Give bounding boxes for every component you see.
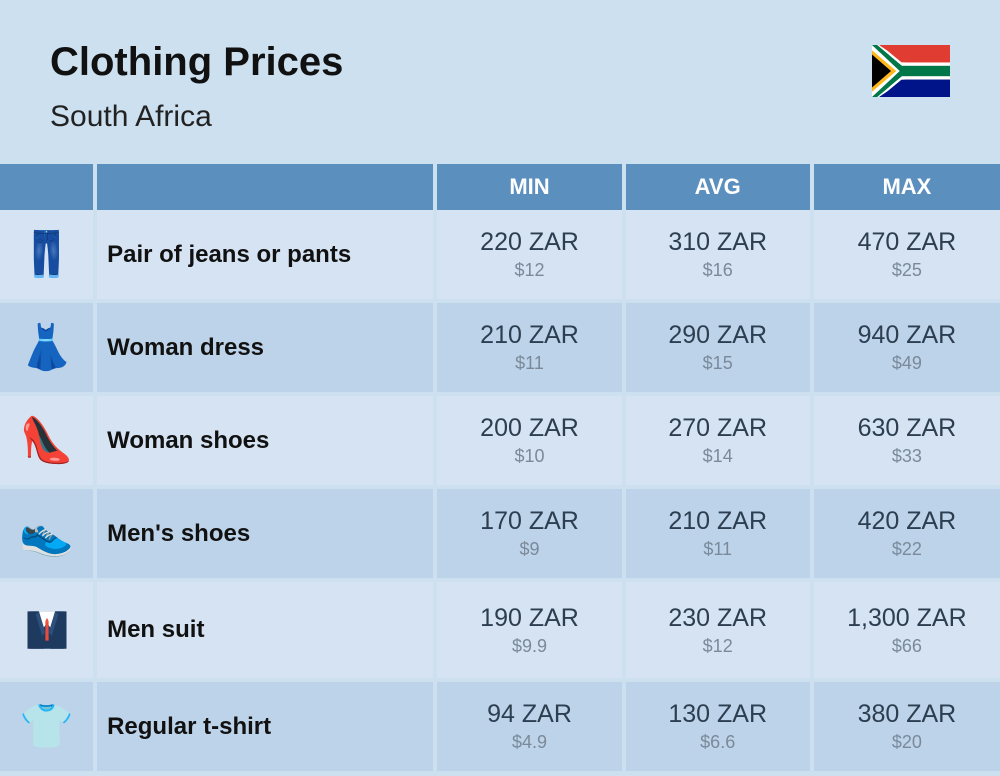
header-name-col <box>95 164 435 210</box>
table-row: Men suit 190 ZAR $9.9 230 ZAR $12 1,300 ZAR $6… <box>0 580 1000 680</box>
header-text: Clothing Prices South Africa <box>50 40 343 134</box>
page-title: Clothing Prices <box>50 40 343 85</box>
price-zar: 630 ZAR <box>824 414 990 443</box>
item-icon: 👖 <box>0 210 95 301</box>
price-usd: $33 <box>824 446 990 467</box>
price-usd: $11 <box>447 353 611 374</box>
item-name: Men suit <box>107 616 204 643</box>
price-zar: 190 ZAR <box>447 604 611 633</box>
item-name: Woman shoes <box>107 427 269 454</box>
price-max: 1,300 ZAR $66 <box>812 580 1000 680</box>
item-name-cell: Woman shoes <box>95 394 435 487</box>
price-min: 220 ZAR $12 <box>435 210 623 301</box>
price-zar: 420 ZAR <box>824 507 990 536</box>
price-usd: $22 <box>824 539 990 560</box>
table-header-row: MIN AVG MAX <box>0 164 1000 210</box>
price-usd: $9.9 <box>447 636 611 657</box>
price-usd: $10 <box>447 446 611 467</box>
item-name: Pair of jeans or pants <box>107 241 351 268</box>
price-min: 170 ZAR $9 <box>435 487 623 580</box>
price-avg: 230 ZAR $12 <box>624 580 812 680</box>
price-max: 420 ZAR $22 <box>812 487 1000 580</box>
price-zar: 1,300 ZAR <box>824 604 990 633</box>
price-usd: $66 <box>824 636 990 657</box>
price-avg: 210 ZAR $11 <box>624 487 812 580</box>
item-name-cell: Men's shoes <box>95 487 435 580</box>
price-avg: 270 ZAR $14 <box>624 394 812 487</box>
table-row: 👟 Men's shoes 170 ZAR $9 210 ZAR $11 420 ZAR $2… <box>0 487 1000 580</box>
price-usd: $20 <box>824 732 990 753</box>
price-avg: 290 ZAR $15 <box>624 301 812 394</box>
price-usd: $25 <box>824 260 990 281</box>
price-usd: $11 <box>636 539 800 560</box>
price-zar: 210 ZAR <box>447 321 611 350</box>
price-max: 470 ZAR $25 <box>812 210 1000 301</box>
item-name-cell: Pair of jeans or pants <box>95 210 435 301</box>
item-name: Woman dress <box>107 334 264 361</box>
page-subtitle: South Africa <box>50 100 343 134</box>
prices-table: MIN AVG MAX 👖 Pair of jeans or pants 220 Z… <box>0 164 1000 775</box>
price-zar: 380 ZAR <box>824 700 990 729</box>
price-usd: $12 <box>447 260 611 281</box>
item-icon: 👗 <box>0 301 95 394</box>
price-zar: 130 ZAR <box>636 700 800 729</box>
price-usd: $16 <box>636 260 800 281</box>
price-min: 94 ZAR $4.9 <box>435 680 623 773</box>
item-name: Men's shoes <box>107 520 250 547</box>
price-usd: $15 <box>636 353 800 374</box>
item-icon: 👟 <box>0 487 95 580</box>
header-max: MAX <box>812 164 1000 210</box>
price-usd: $9 <box>447 539 611 560</box>
item-name-cell: Men suit <box>95 580 435 680</box>
page-header: Clothing Prices South Africa <box>0 0 1000 164</box>
price-avg: 310 ZAR $16 <box>624 210 812 301</box>
table-row: 👕 Regular t-shirt 94 ZAR $4.9 130 ZAR $6.6 380… <box>0 680 1000 773</box>
price-zar: 220 ZAR <box>447 228 611 257</box>
item-name-cell: Regular t-shirt <box>95 680 435 773</box>
price-usd: $14 <box>636 446 800 467</box>
price-zar: 230 ZAR <box>636 604 800 633</box>
header-min: MIN <box>435 164 623 210</box>
price-usd: $12 <box>636 636 800 657</box>
price-zar: 170 ZAR <box>447 507 611 536</box>
price-usd: $6.6 <box>636 732 800 753</box>
price-zar: 94 ZAR <box>447 700 611 729</box>
table-row: 👗 Woman dress 210 ZAR $11 290 ZAR $15 940 ZAR $… <box>0 301 1000 394</box>
price-max: 630 ZAR $33 <box>812 394 1000 487</box>
price-min: 210 ZAR $11 <box>435 301 623 394</box>
header-icon-col <box>0 164 95 210</box>
price-zar: 470 ZAR <box>824 228 990 257</box>
south-africa-flag-icon <box>872 45 950 97</box>
item-icon: 👕 <box>0 680 95 773</box>
price-usd: $49 <box>824 353 990 374</box>
item-icon: 👠 <box>0 394 95 487</box>
item-name-cell: Woman dress <box>95 301 435 394</box>
price-zar: 940 ZAR <box>824 321 990 350</box>
price-zar: 200 ZAR <box>447 414 611 443</box>
table-row: 👠 Woman shoes 200 ZAR $10 270 ZAR $14 630 ZAR $… <box>0 394 1000 487</box>
item-name: Regular t-shirt <box>107 713 271 740</box>
price-max: 940 ZAR $49 <box>812 301 1000 394</box>
price-max: 380 ZAR $20 <box>812 680 1000 773</box>
price-zar: 270 ZAR <box>636 414 800 443</box>
item-icon <box>0 580 95 680</box>
price-min: 200 ZAR $10 <box>435 394 623 487</box>
price-avg: 130 ZAR $6.6 <box>624 680 812 773</box>
price-usd: $4.9 <box>447 732 611 753</box>
header-avg: AVG <box>624 164 812 210</box>
price-zar: 210 ZAR <box>636 507 800 536</box>
price-zar: 310 ZAR <box>636 228 800 257</box>
table-row: 👖 Pair of jeans or pants 220 ZAR $12 310 ZAR… <box>0 210 1000 301</box>
price-zar: 290 ZAR <box>636 321 800 350</box>
price-min: 190 ZAR $9.9 <box>435 580 623 680</box>
